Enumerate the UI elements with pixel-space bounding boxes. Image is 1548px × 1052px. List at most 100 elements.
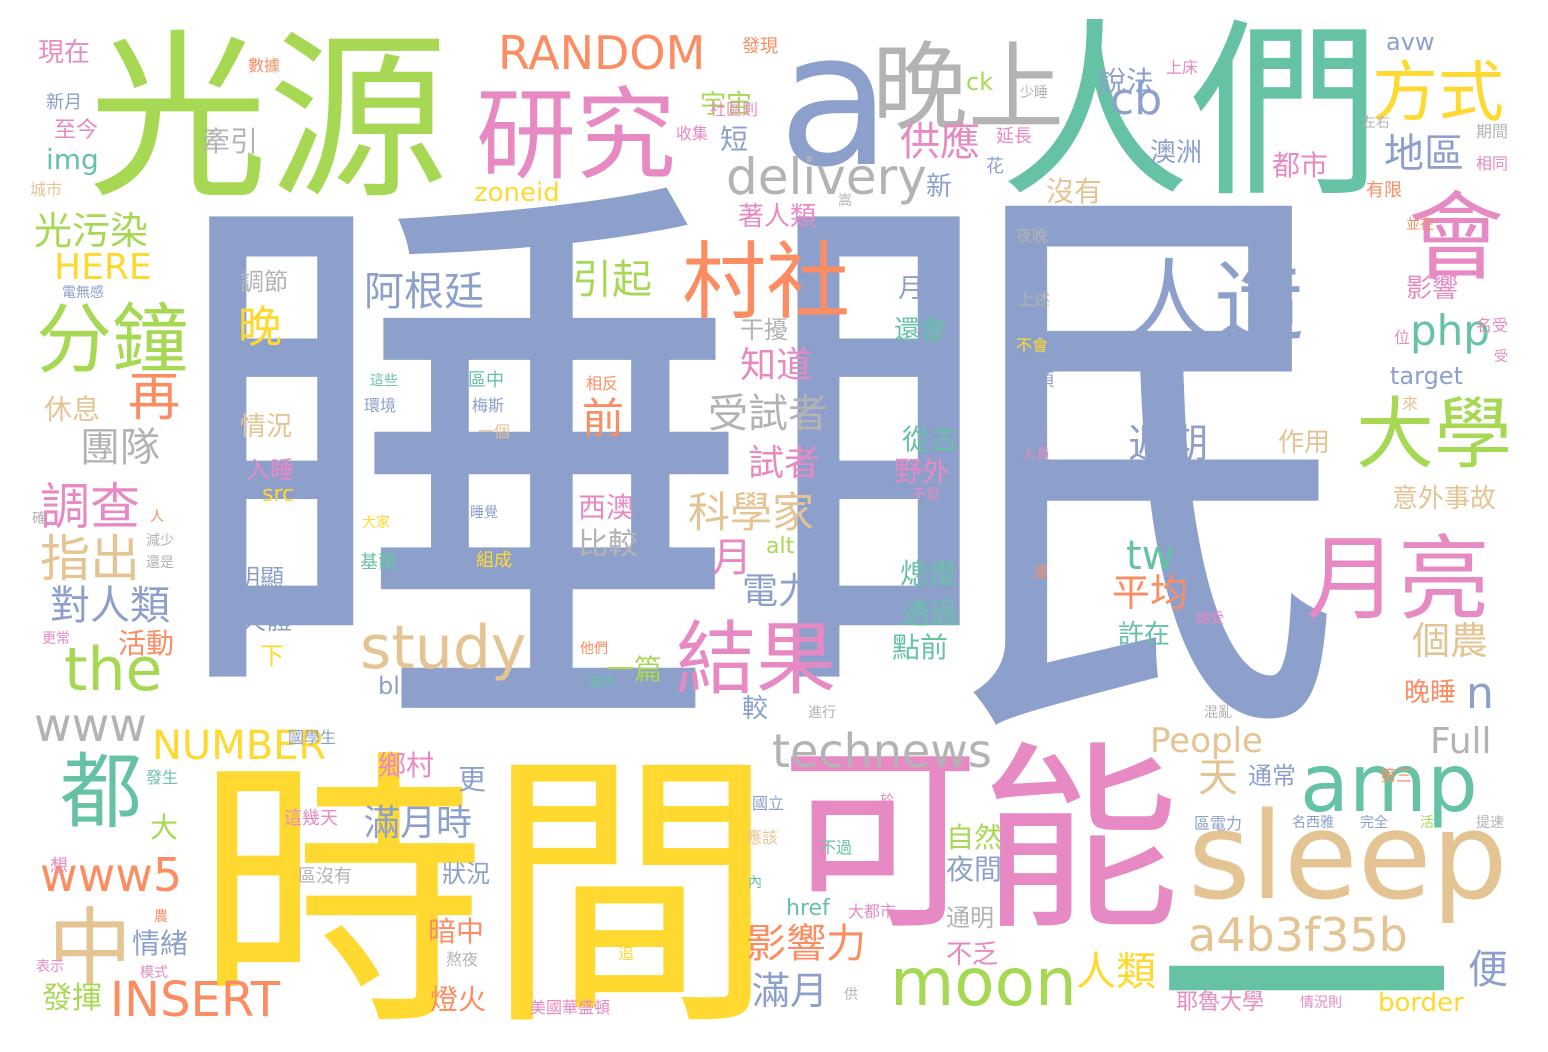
word-discover: 發現 bbox=[742, 36, 778, 57]
word-activity: 活動 bbox=[118, 627, 175, 660]
word-kiel: 基爾 bbox=[360, 552, 396, 573]
word-express: 表示 bbox=[36, 959, 64, 975]
word-img: img bbox=[46, 143, 99, 176]
word-moonlight: 月光 bbox=[898, 274, 951, 304]
word-or: 還是 bbox=[146, 555, 174, 571]
word-lights-off: 熄燈 bbox=[900, 557, 957, 590]
word-blank: blank bbox=[378, 672, 444, 700]
word-complete: 完全 bbox=[1360, 815, 1388, 831]
word-know: 知道 bbox=[740, 345, 813, 386]
word-australia: 澳洲 bbox=[1150, 138, 1203, 168]
word-research: 研究 bbox=[476, 77, 676, 194]
word-again: 再 bbox=[128, 368, 181, 428]
word-zoneid: zoneid bbox=[474, 178, 560, 208]
word-farm: 農 bbox=[154, 909, 168, 925]
word-minute: 分鐘 bbox=[36, 295, 188, 384]
word-position: 位 bbox=[1394, 328, 1411, 347]
word-accident: 意外事故 bbox=[1392, 484, 1497, 514]
word-adjust: 調節 bbox=[240, 268, 288, 296]
word-electricity: 電力 bbox=[742, 571, 815, 612]
word-one-unit: 一個 bbox=[478, 422, 511, 441]
word-bright: 通明 bbox=[946, 904, 994, 932]
word-compare: 比較 bbox=[578, 527, 638, 562]
word-spend: 花 bbox=[986, 156, 1004, 177]
word-opposite: 相反 bbox=[586, 374, 619, 393]
word-now: 現在 bbox=[38, 38, 91, 68]
word-until-now: 至今 bbox=[54, 118, 99, 143]
word-reduce: 減少 bbox=[146, 533, 174, 549]
word-come: 來 bbox=[1402, 394, 1419, 413]
word-third: 第三 bbox=[1380, 766, 1413, 785]
word-no-feeling: 電無感 bbox=[62, 285, 104, 301]
word-then: 便 bbox=[1468, 947, 1508, 993]
word-maybe-at: 許在 bbox=[1118, 620, 1171, 650]
word-indeed: 確 bbox=[32, 511, 46, 527]
word-region: 地區 bbox=[1384, 131, 1464, 177]
word-full-moon-time: 滿月時 bbox=[364, 803, 473, 844]
word-people-zh: 人們 bbox=[1000, 2, 1381, 223]
word-the: the bbox=[64, 635, 163, 705]
word-here: HERE bbox=[54, 247, 152, 288]
word-happen: 發生 bbox=[146, 768, 179, 787]
word-metropolis: 大都市 bbox=[848, 902, 897, 921]
word-more-often: 更常 bbox=[42, 631, 70, 647]
word-src: src bbox=[262, 482, 295, 507]
word-evening: 晚上 bbox=[872, 32, 1064, 144]
word-they: 他們 bbox=[580, 641, 608, 657]
word-moon-en: moon bbox=[890, 944, 1077, 1021]
word-still-will: 還會 bbox=[894, 316, 947, 346]
word-seattle: 名西雅 bbox=[1292, 815, 1334, 831]
word-should: 應該 bbox=[746, 828, 779, 847]
word-possible: 可能 bbox=[780, 725, 1181, 958]
word-these-days: 這幾天 bbox=[284, 808, 338, 829]
word-unexpected: 意外 bbox=[588, 675, 616, 691]
word-delivery: delivery bbox=[726, 148, 927, 206]
word-target: target bbox=[1390, 362, 1463, 390]
word-new-moon: 新月 bbox=[46, 92, 82, 113]
word-middle: 中 bbox=[48, 899, 133, 997]
word-day: 天 bbox=[1198, 755, 1238, 801]
word-random: RANDOM bbox=[498, 26, 706, 80]
word-rural: 鄉村 bbox=[378, 749, 435, 782]
word-not-have: 沒有 bbox=[1046, 175, 1103, 208]
word-however: 不過 bbox=[820, 838, 853, 857]
word-lofty: 嵩 bbox=[838, 193, 852, 209]
word-washington: 美國華盛頓 bbox=[530, 998, 611, 1017]
word-study: study bbox=[360, 613, 527, 683]
word-full-en: Full bbox=[1430, 721, 1492, 762]
word-to-humans: 對人類 bbox=[50, 583, 170, 629]
word-relatively: 較 bbox=[742, 694, 769, 724]
word-area-none: 區沒有 bbox=[298, 866, 352, 887]
word-saying: 說法 bbox=[1098, 65, 1155, 98]
word-in-area: 區中 bbox=[468, 370, 504, 391]
word-tester: 試者 bbox=[748, 443, 821, 484]
word-sleep-zh: 睡眠 bbox=[165, 129, 1345, 816]
word-farmer: 個農 bbox=[1412, 619, 1489, 663]
word-cb: cb bbox=[1110, 74, 1163, 125]
word-point-out: 指出 bbox=[40, 530, 140, 588]
word-area-power: 區電力 bbox=[1194, 814, 1243, 833]
word-short: 短 bbox=[720, 123, 749, 156]
word-light-pollution: 光污染 bbox=[34, 209, 149, 253]
word-a: a bbox=[778, 0, 892, 208]
word-community: 社區則 bbox=[710, 100, 759, 119]
word-interfere: 干擾 bbox=[740, 316, 788, 344]
word-same: 相同 bbox=[1476, 154, 1509, 173]
word-cycle: 週期 bbox=[1128, 421, 1208, 467]
word-personnel: 人員 bbox=[1022, 447, 1050, 463]
word-humans: 人類 bbox=[1076, 949, 1156, 995]
word-about: 左右 bbox=[1362, 115, 1390, 131]
word-www5: www5 bbox=[40, 848, 183, 902]
word-these: 這些 bbox=[370, 373, 398, 389]
word-inside: 內 bbox=[748, 875, 762, 891]
word-late-sleep: 晚睡 bbox=[1404, 678, 1457, 708]
word-team: 團隊 bbox=[80, 425, 160, 471]
word-tw: tw bbox=[1126, 533, 1175, 579]
word-one: 一 bbox=[1156, 817, 1456, 1052]
word-collect: 收集 bbox=[676, 124, 709, 143]
word-ck: ck bbox=[966, 68, 994, 96]
word-down: 下 bbox=[260, 642, 284, 670]
word-live: 活 bbox=[1420, 815, 1434, 831]
word-big: 大 bbox=[150, 811, 179, 844]
